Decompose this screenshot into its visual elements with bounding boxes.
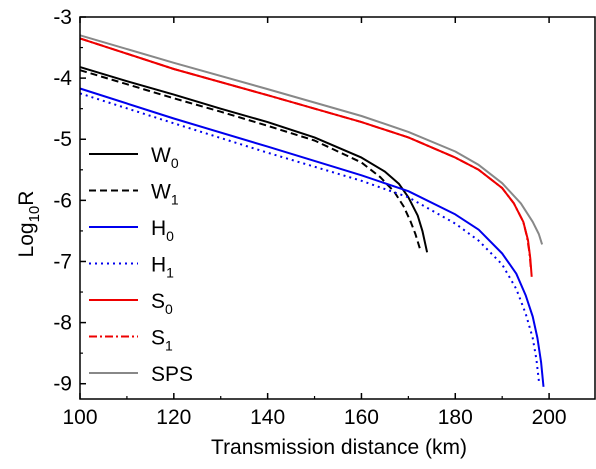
y-axis-title-tail: R — [15, 191, 38, 206]
x-tick-label: 100 — [62, 406, 97, 429]
x-tick-label: 140 — [250, 406, 285, 429]
series-lines — [79, 34, 545, 387]
legend: W0 W1 H0 H1 S0 S1 SPS — [89, 144, 193, 386]
legend-label: S0 — [151, 290, 173, 317]
y-tick-label: -9 — [53, 373, 72, 396]
x-tick-label: 180 — [438, 406, 473, 429]
legend-label: S1 — [151, 327, 173, 354]
x-axis-title: Transmission distance (km) — [211, 436, 467, 459]
y-tick-label: -7 — [53, 250, 72, 273]
y-tick-label: -8 — [53, 312, 72, 335]
plot-frame — [79, 16, 596, 400]
y-tick-label: -3 — [53, 6, 72, 29]
x-tick-label: 120 — [156, 406, 191, 429]
legend-label: W1 — [151, 181, 179, 208]
series-line-s1 — [79, 37, 532, 268]
y-axis-title-main: Log — [15, 222, 38, 257]
series-line-w0 — [79, 66, 429, 253]
y-tick-label: -5 — [53, 128, 72, 151]
legend-label: W0 — [151, 144, 179, 171]
y-axis-title-subscript: 10 — [26, 206, 43, 223]
series-line-h0 — [79, 87, 545, 387]
y-axis-title: Log10R — [15, 191, 43, 258]
series-line-w1 — [79, 69, 422, 250]
series-line-h1 — [79, 92, 541, 384]
legend-label: H1 — [151, 254, 174, 281]
legend-label: SPS — [151, 363, 193, 386]
y-tick-label: -4 — [53, 67, 72, 90]
axis-ticks: 100 120 140 160 180 200 -3 -4 -5 -6 -7 -8 -9 — [53, 6, 566, 429]
y-tick-label: -6 — [53, 189, 72, 212]
series-line-sps — [79, 34, 544, 245]
legend-label: H0 — [151, 217, 174, 244]
x-tick-label: 200 — [532, 406, 567, 429]
axes-frame — [79, 16, 596, 400]
x-tick-label: 160 — [344, 406, 379, 429]
